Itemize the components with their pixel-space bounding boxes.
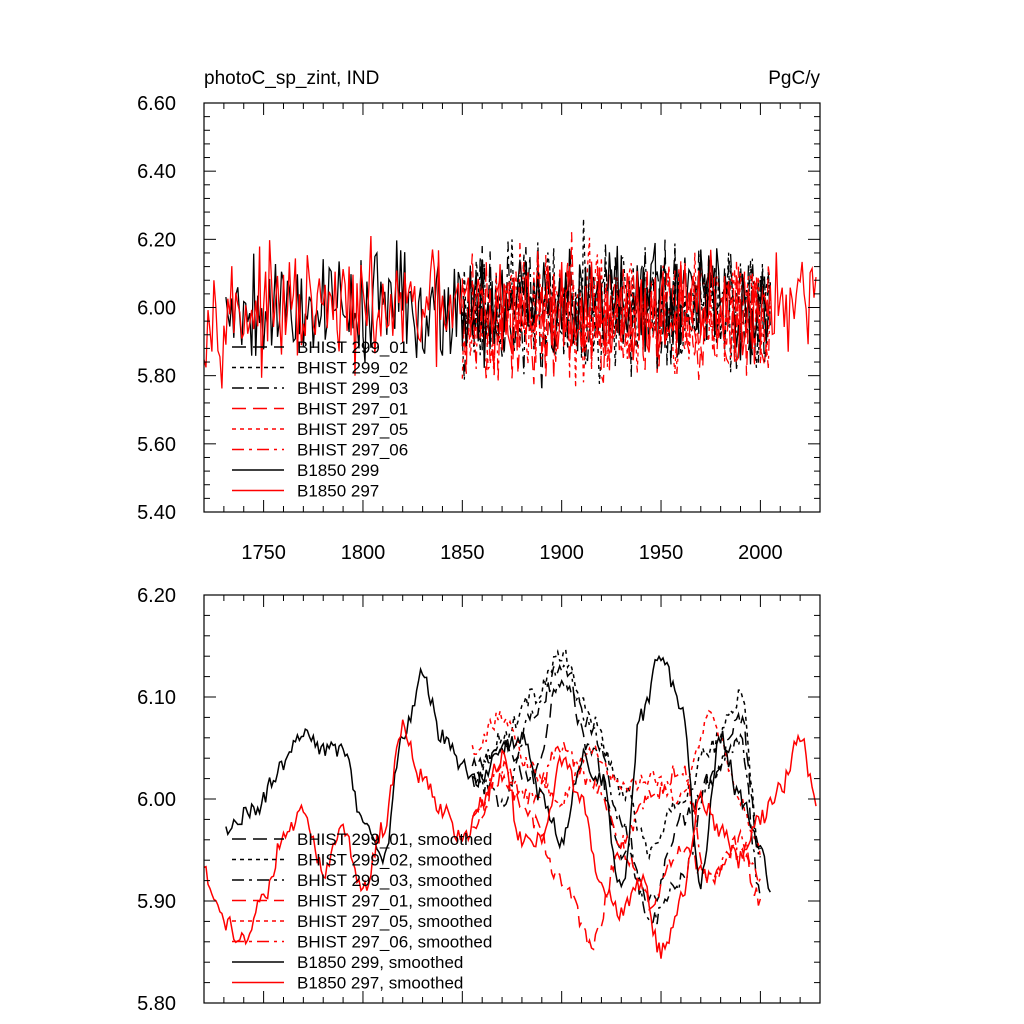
x-tick-label: 1900 xyxy=(539,542,584,564)
legend-label: BHIST 297_06, smoothed xyxy=(297,933,492,952)
legend-label: BHIST 297_01 xyxy=(297,400,408,419)
y-tick-label: 6.60 xyxy=(137,93,176,115)
legend-label: BHIST 297_06 xyxy=(297,441,408,460)
top-panel-title: photoC_sp_zint, IND xyxy=(204,68,379,89)
series-line-bhist-297-01 xyxy=(461,250,771,385)
legend-label: BHIST 297_01, smoothed xyxy=(297,892,492,911)
legend-label: BHIST 297_05 xyxy=(297,420,408,439)
series-group xyxy=(204,218,817,392)
legend-label: BHIST 299_03 xyxy=(297,379,408,398)
x-tick-label: 1800 xyxy=(341,542,386,564)
y-tick-label: 6.00 xyxy=(137,789,176,811)
legend-label: BHIST 297_05, smoothed xyxy=(297,912,492,931)
legend-label: BHIST 299_01, smoothed xyxy=(297,830,492,849)
series-line-b1850-299-smoothed xyxy=(225,654,771,893)
top-panel: photoC_sp_zint, IND PgC/y 1750 1800 1850 19… xyxy=(137,68,821,564)
top-panel-units: PgC/y xyxy=(768,68,820,89)
y-tick-label: 5.80 xyxy=(137,993,176,1015)
y-tick-label: 6.10 xyxy=(137,687,176,709)
legend-label: BHIST 299_01 xyxy=(297,338,408,357)
series-line-bhist-299-03-smoothed xyxy=(471,663,762,925)
y-tick-label: 6.00 xyxy=(137,298,176,320)
legend-label: BHIST 299_02, smoothed xyxy=(297,851,492,870)
series-line-bhist-297-05-smoothed xyxy=(471,709,762,857)
y-tick-label: 6.40 xyxy=(137,161,176,183)
bottom-panel: 5.80 5.90 6.00 6.10 6.20 BHIST 299_01, smooth… xyxy=(137,585,821,1015)
y-tick-label: 5.40 xyxy=(137,502,176,524)
legend-label: B1850 297 xyxy=(297,482,379,501)
series-line-b1850-297 xyxy=(204,235,817,389)
legend-label: BHIST 299_03, smoothed xyxy=(297,871,492,890)
legend-label: B1850 299, smoothed xyxy=(297,953,463,972)
y-tick-label: 5.90 xyxy=(137,891,176,913)
series-line-bhist-297-06-smoothed xyxy=(471,742,762,886)
x-tick-label: 1950 xyxy=(639,542,684,564)
legend-label: B1850 299 xyxy=(297,461,379,480)
y-tick-label: 5.80 xyxy=(137,366,176,388)
series-group xyxy=(204,648,817,959)
legend-label: B1850 297, smoothed xyxy=(297,974,463,993)
series-line-b1850-297-smoothed xyxy=(204,719,817,959)
x-tick-label: 2000 xyxy=(738,542,783,564)
series-line-bhist-297-06 xyxy=(461,232,771,382)
legend-label: BHIST 299_02 xyxy=(297,359,408,378)
y-tick-label: 6.20 xyxy=(137,229,176,251)
series-line-bhist-299-01-smoothed xyxy=(471,678,762,903)
legend: BHIST 299_01, smoothed BHIST 299_02, smoo… xyxy=(232,830,492,993)
y-tick-label: 5.60 xyxy=(137,434,176,456)
y-tick-label: 6.20 xyxy=(137,585,176,607)
x-tick-label: 1850 xyxy=(440,542,485,564)
x-tick-label: 1750 xyxy=(241,542,286,564)
series-line-bhist-297-01-smoothed xyxy=(472,770,762,951)
